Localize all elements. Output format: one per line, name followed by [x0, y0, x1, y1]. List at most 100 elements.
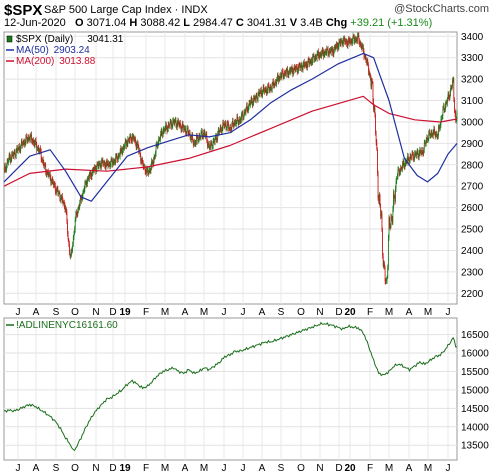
price-candle-body [113, 160, 115, 163]
price-candle-body [409, 156, 411, 161]
price-candle-body [397, 169, 399, 176]
price-candle-body [418, 153, 420, 158]
price-candle-body [18, 146, 20, 150]
price-candle-body [291, 67, 292, 71]
price-candle-body [112, 162, 114, 165]
price-candle-body [336, 43, 338, 46]
price-candle-body [386, 280, 387, 282]
price-candle-body [441, 118, 443, 120]
price-candle-body [436, 133, 437, 135]
price-candle-body [126, 141, 127, 146]
price-candle-body [123, 146, 125, 148]
price-candle-body [108, 163, 109, 167]
price-candle-body [117, 155, 119, 160]
price-xtick-label: O [71, 307, 79, 318]
price-candle-body [326, 48, 328, 50]
price-candle-body [276, 79, 278, 84]
price-candle-body [386, 277, 388, 281]
price-candle-body [231, 124, 233, 130]
price-candle-body [400, 168, 401, 173]
price-candle-body [124, 140, 126, 146]
price-candle-body [443, 106, 445, 110]
price-candle-body [130, 135, 131, 138]
price-candle-body [108, 163, 110, 165]
price-candle-body [364, 56, 366, 57]
price-candle-body [393, 192, 395, 197]
price-candle-body [438, 126, 440, 128]
price-candle-body [49, 173, 51, 178]
price-candle-body [335, 47, 337, 49]
price-candle-body [209, 147, 211, 149]
price-candle-body [355, 38, 357, 41]
price-candle-body [76, 212, 77, 215]
breadth-xtick-label: N [92, 463, 99, 474]
ma50-line [3, 52, 458, 202]
price-candle-body [453, 79, 455, 99]
price-candle-body [128, 139, 129, 140]
open-label: O [74, 17, 84, 29]
price-candle-body [283, 72, 285, 76]
price-candle-body [174, 120, 176, 122]
price-candle-body [167, 128, 169, 132]
price-candle-body [183, 125, 185, 130]
price-candle-body [148, 169, 150, 174]
price-candle-body [380, 213, 382, 216]
price-candle-body [54, 183, 56, 186]
price-candle-body [382, 229, 383, 256]
price-candle-body [441, 115, 443, 119]
price-candle-body [67, 222, 68, 234]
price-ytick-label: 2900 [461, 139, 484, 150]
price-candle-body [352, 40, 353, 44]
price-candle-body [74, 219, 76, 230]
price-xtick-label: J [446, 307, 451, 318]
price-candle-body [198, 136, 200, 140]
price-candle-body [38, 147, 40, 152]
price-candle-body [199, 137, 201, 139]
change-value: +39.21 (+1.31%) [350, 17, 433, 29]
price-candle-body [193, 143, 195, 145]
price-candle-body [203, 132, 204, 137]
price-candle-body [258, 91, 260, 94]
breadth-xtick-label: A [33, 463, 40, 474]
price-candle-body [145, 171, 147, 174]
price-candle-body [4, 165, 6, 172]
price-candle-body [165, 124, 167, 129]
price-candle-body [68, 239, 70, 244]
price-candle-body [344, 42, 346, 43]
price-candle-body [65, 208, 66, 211]
price-candle-body [149, 169, 151, 172]
price-candle-body [371, 81, 373, 87]
breadth-legend-name: !ADLINENYC [16, 320, 76, 331]
price-candle-body [449, 92, 451, 99]
price-candle-body [267, 85, 269, 87]
breadth-xtick-label: M [200, 463, 208, 474]
price-candle-body [232, 121, 234, 125]
price-candle-body [448, 96, 450, 99]
price-candle-body [79, 197, 81, 204]
price-candle-body [183, 128, 185, 130]
price-candle-body [59, 192, 61, 199]
breadth-ytick-label: 13500 [461, 441, 489, 452]
price-candle-body [41, 159, 43, 161]
price-candle-body [175, 120, 177, 125]
price-candle-body [448, 94, 450, 97]
price-xtick-label: S [278, 307, 285, 318]
price-candle-body [197, 137, 199, 142]
price-candle-body [57, 189, 59, 194]
price-candle-body [339, 41, 341, 44]
price-candle-body [408, 158, 410, 163]
price-xtick-label: M [385, 307, 393, 318]
price-candle-body [416, 151, 418, 154]
price-candle-body [275, 82, 276, 83]
price-candle-body [98, 163, 100, 167]
price-candle-body [283, 75, 285, 78]
price-ytick-label: 2800 [461, 160, 484, 171]
price-candle-body [49, 173, 50, 175]
price-candle-body [259, 92, 261, 95]
price-candle-body [201, 131, 203, 133]
price-candle-body [258, 91, 260, 95]
breadth-ytick-label: 15000 [461, 385, 489, 396]
breadth-xtick-label: D [109, 463, 116, 474]
price-candle-body [333, 49, 335, 55]
price-candle-body [425, 142, 426, 144]
